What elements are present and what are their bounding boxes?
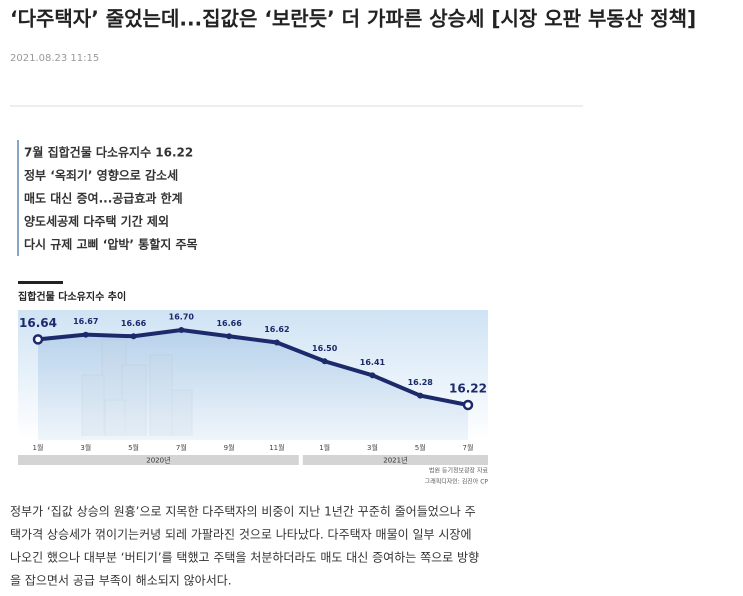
year-band (18, 455, 299, 465)
summary-line: 매도 대신 증여...공급효과 한계 (24, 191, 183, 206)
point (462, 399, 474, 411)
area (38, 330, 468, 440)
value-label: 16.70 (169, 313, 195, 322)
source: 법원 등기정보광장 자료 (429, 467, 488, 475)
body-text: 정부가 ‘집값 상승의 원흉’으로 지목한 다주택자의 비중이 지난 1년간 꾸… (10, 505, 479, 588)
body-line: 택가격 상승세가 꺾이기는커녕 되레 가팔라진 것으로 나타났다. 다주택자 매… (10, 528, 471, 542)
body-line: 을 잡으면서 공급 부족이 해소되지 않아서다. (10, 574, 232, 588)
chart-accent (18, 281, 63, 284)
chart-title: 집합건물 다소유지수 추이 (18, 290, 126, 303)
x-tick-label: 11월 (269, 443, 284, 452)
x-tick-label: 7월 (176, 443, 187, 452)
headline: ‘다주택자’ 줄었는데...집값은 ‘보란듯’ 더 가파른 상승세 [시장 오판… (10, 7, 696, 31)
summary-line: 7월 집합건물 다소유지수 16.22 (24, 145, 193, 160)
point (369, 372, 376, 379)
body-line: 나오긴 했으나 대부분 ‘버티기’를 택했고 주택을 처분하더라도 매도 대신 … (10, 551, 479, 565)
value-label: 16.66 (121, 319, 147, 328)
value-label: 16.41 (360, 358, 386, 367)
summary-line: 양도세공제 다주택 기간 제외 (24, 214, 169, 229)
x-tick-label: 9월 (224, 443, 235, 452)
year-band (302, 455, 488, 465)
x-tick-label: 3월 (367, 443, 378, 452)
point (226, 333, 233, 340)
x-tick-label: 5월 (415, 443, 426, 452)
source: 그래픽디자인: 김진아 CP (425, 478, 489, 486)
value-label: 16.64 (19, 316, 57, 330)
x-tick-label: 7월 (463, 443, 474, 452)
value-label: 16.28 (408, 378, 434, 387)
x-tick-label: 5월 (128, 443, 139, 452)
body-line: 정부가 ‘집값 상승의 원흉’으로 지목한 다주택자의 비중이 지난 1년간 꾸… (10, 505, 476, 519)
value-label: 16.50 (312, 344, 338, 353)
value-label: 16.22 (449, 382, 487, 396)
value-label: 16.66 (216, 319, 242, 328)
point (178, 327, 185, 333)
point (82, 331, 89, 338)
date: 2021.08.23 11:15 (10, 53, 99, 64)
point (417, 392, 424, 399)
year-label: 2021년 (383, 456, 407, 465)
x-tick-label: 3월 (80, 443, 91, 452)
value-label: 16.67 (73, 317, 98, 326)
point (130, 333, 137, 340)
x-tick-label: 1월 (33, 443, 44, 452)
point (273, 339, 280, 346)
summary-line: 다시 규제 고삐 ‘압박’ 통할지 주목 (24, 237, 198, 252)
summary-line: 정부 ‘옥죄기’ 영향으로 감소세 (24, 168, 178, 183)
point (32, 334, 44, 345)
line (37, 327, 469, 407)
chart: 16.64 1월 16.67 3월 16.66 5월 16.70 7월 16.66 9월 16.62… (18, 313, 488, 486)
value-label: 16.62 (264, 325, 289, 334)
point (321, 358, 328, 365)
x-tick-label: 1월 (319, 443, 330, 452)
year-label: 2020년 (146, 456, 170, 465)
